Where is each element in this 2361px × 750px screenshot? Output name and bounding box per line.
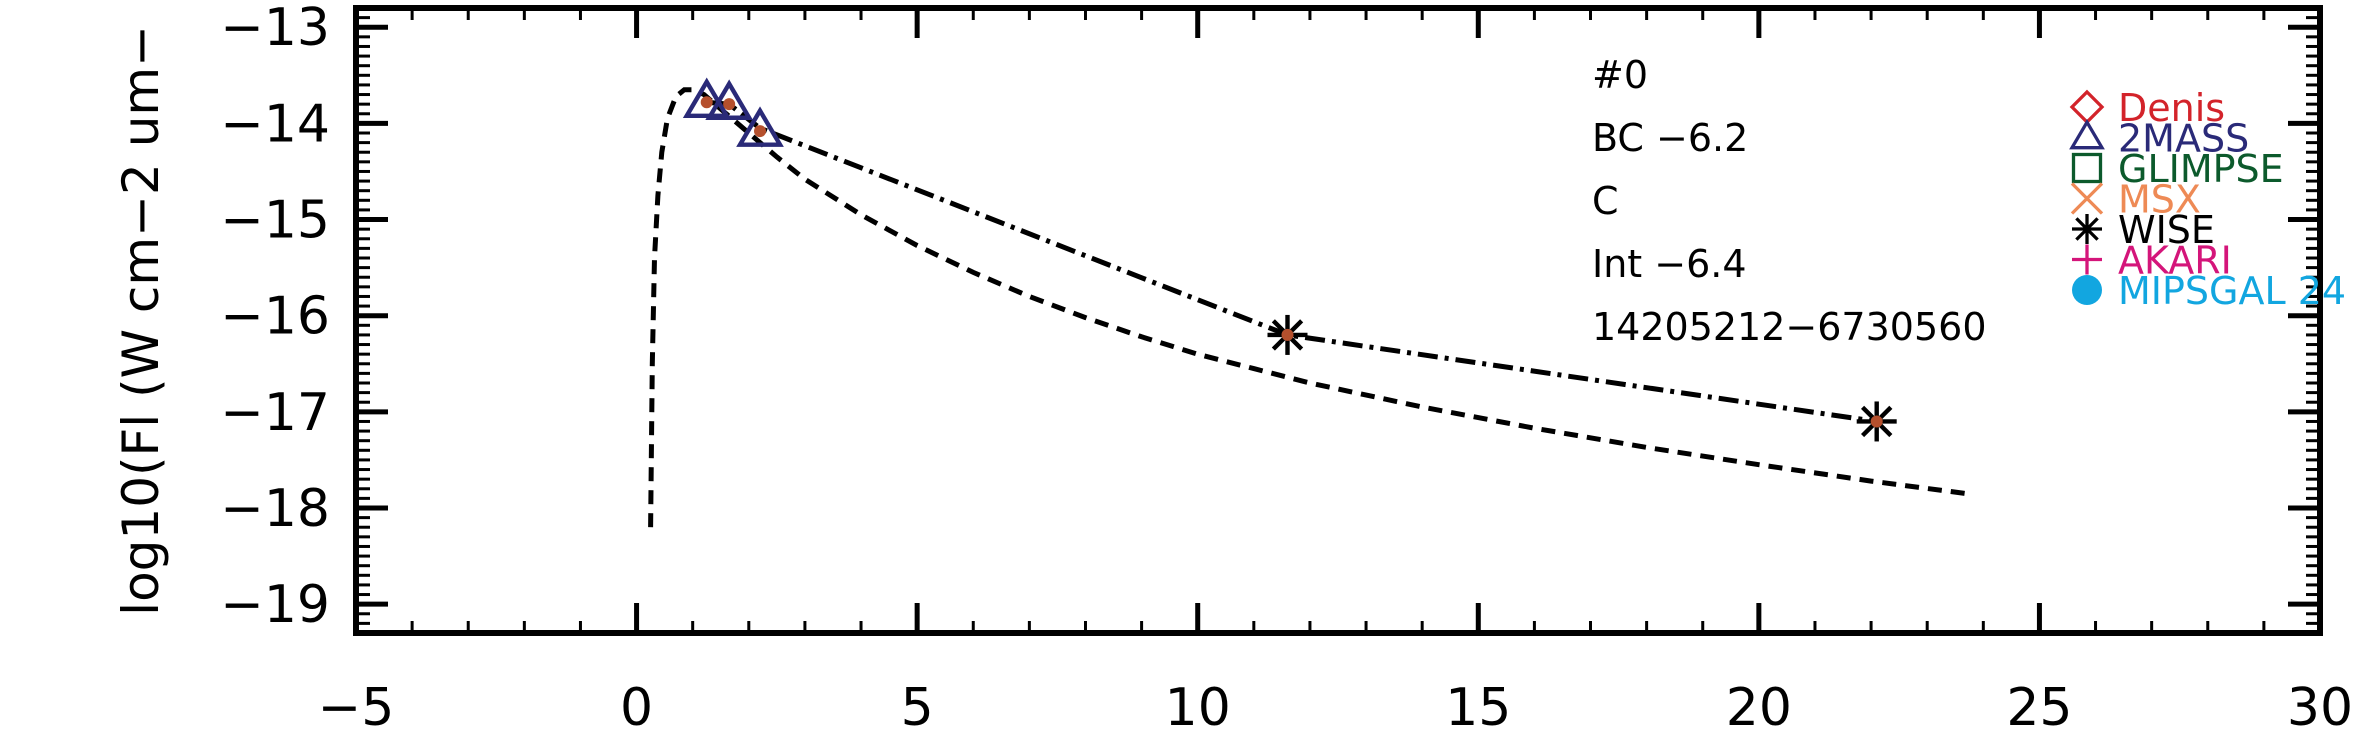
plot-frame	[353, 5, 2323, 636]
data-point-center	[1870, 415, 1883, 428]
data-point-center	[700, 96, 713, 109]
annotation-line: #0	[1592, 53, 1648, 97]
legend-label: MIPSGAL 24	[2118, 269, 2346, 313]
legend-marker-glimpse	[2071, 152, 2103, 184]
plot-border	[353, 5, 2323, 636]
legend-label: 2MASS	[2118, 117, 2249, 161]
y-tick-label: −15	[220, 191, 330, 251]
annotations: #0 BC −6.2 C Int −6.4 14205212−6730560	[1592, 53, 1987, 349]
annotation-line: C	[1592, 179, 1619, 223]
legend-label: GLIMPSE	[2118, 147, 2284, 191]
legend-marker-mipsgal-24	[2072, 275, 2102, 305]
x-tick-label: 10	[1165, 678, 1231, 738]
legend-marker-denis	[2069, 89, 2105, 125]
model-sed-line	[648, 87, 1967, 528]
x-tick-label: 15	[1445, 678, 1511, 738]
y-tick-labels: −13 −14 −15 −16 −17 −18 −19	[220, 0, 330, 635]
minor-ticks	[354, 6, 2322, 635]
legend-marker-msx	[2070, 182, 2104, 215]
x-tick-label: 0	[620, 678, 653, 738]
y-tick-label: −14	[220, 94, 330, 154]
data-point-center	[1281, 328, 1294, 341]
y-tick-label: −18	[220, 479, 330, 539]
major-ticks	[353, 8, 2323, 633]
y-tick-label: −16	[220, 287, 330, 347]
points-layer	[682, 77, 1897, 442]
data-point-2mass	[705, 79, 754, 120]
y-axis-title: log10(Fl (W cm−2 um−	[112, 25, 170, 616]
x-tick-label: −5	[318, 678, 395, 738]
legend-marker-wise	[2072, 214, 2102, 244]
legend-marker-2mass	[2069, 118, 2105, 150]
data-point-2mass	[682, 77, 731, 119]
legend-marker-akari	[2072, 244, 2102, 275]
data-point-center	[754, 125, 767, 138]
x-tick-label: 25	[2006, 678, 2072, 738]
annotation-line: 14205212−6730560	[1592, 305, 1987, 349]
annotation-line: BC −6.2	[1592, 116, 1748, 160]
data-point-center	[723, 98, 736, 111]
legend-label: AKARI	[2118, 239, 2232, 283]
annotation-line: Int −6.4	[1592, 242, 1747, 286]
legend-label: Denis	[2118, 86, 2225, 130]
legend-label: MSX	[2118, 178, 2201, 222]
data-point-2mass	[736, 106, 784, 147]
y-tick-label: −17	[220, 383, 330, 443]
legend-label: WISE	[2118, 208, 2215, 252]
x-tick-label: 20	[1726, 678, 1792, 738]
x-tick-label: 5	[901, 678, 934, 738]
y-tick-label: −19	[220, 575, 330, 635]
y-tick-label: −13	[220, 0, 330, 58]
x-tick-labels: −5 0 5 10 15 20 25 30	[318, 678, 2353, 738]
x-tick-label: 30	[2287, 678, 2353, 738]
